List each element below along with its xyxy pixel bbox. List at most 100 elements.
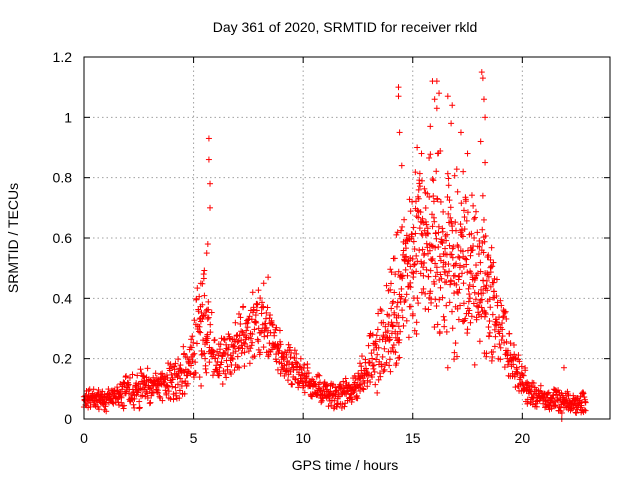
data-point: [239, 329, 246, 336]
data-point: [458, 200, 465, 207]
data-point: [579, 389, 586, 396]
data-point: [188, 336, 195, 343]
data-point: [486, 329, 493, 336]
data-point: [241, 363, 248, 370]
data-point: [478, 286, 485, 293]
data-point: [549, 395, 556, 402]
data-point: [514, 369, 521, 376]
data-point: [392, 349, 399, 356]
data-point: [490, 259, 497, 266]
data-point: [483, 353, 490, 360]
data-point: [285, 341, 292, 348]
data-point: [395, 339, 402, 346]
data-point: [159, 397, 166, 404]
data-point: [377, 373, 384, 380]
data-point: [468, 313, 475, 320]
data-point: [249, 354, 256, 361]
data-point: [140, 381, 147, 388]
data-point: [370, 365, 377, 372]
data-point: [489, 353, 496, 360]
y-tick-label: 0.2: [53, 351, 73, 367]
data-point: [581, 394, 588, 401]
data-point: [198, 382, 205, 389]
data-point: [330, 381, 337, 388]
x-tick-label: 15: [405, 430, 421, 446]
data-point: [136, 404, 143, 411]
data-point: [255, 287, 262, 294]
data-point: [291, 354, 298, 361]
data-point: [511, 373, 518, 380]
data-point: [372, 338, 379, 345]
data-point: [454, 188, 461, 195]
data-point: [442, 233, 449, 240]
data-point: [315, 371, 322, 378]
data-point: [121, 402, 128, 409]
data-point: [488, 244, 495, 251]
data-point: [428, 242, 435, 249]
data-point: [416, 170, 423, 177]
data-point: [395, 84, 402, 91]
data-point: [301, 389, 308, 396]
data-point: [468, 230, 475, 237]
data-point: [491, 326, 498, 333]
y-tick-label: 0.4: [53, 290, 73, 306]
data-point: [408, 231, 415, 238]
data-point: [459, 233, 466, 240]
data-point: [498, 302, 505, 309]
data-point: [507, 340, 514, 347]
data-point: [201, 292, 208, 299]
data-point: [378, 363, 385, 370]
data-point: [409, 310, 416, 317]
data-point: [429, 255, 436, 262]
data-point: [456, 254, 463, 261]
data-point: [286, 347, 293, 354]
data-point: [412, 169, 419, 176]
data-point: [277, 370, 284, 377]
data-point: [416, 247, 423, 254]
data-point: [231, 343, 238, 350]
data-point: [286, 359, 293, 366]
data-point: [499, 326, 506, 333]
data-point: [468, 270, 475, 277]
data-point: [443, 302, 450, 309]
y-tick-label: 1: [64, 109, 72, 125]
data-point: [173, 390, 180, 397]
data-point: [430, 198, 437, 205]
data-point: [480, 96, 487, 103]
data-point: [152, 370, 159, 377]
data-point: [399, 314, 406, 321]
data-point: [297, 355, 304, 362]
data-point: [486, 296, 493, 303]
data-point: [288, 349, 295, 356]
data-point: [238, 350, 245, 357]
data-point: [438, 238, 445, 245]
data-point: [269, 322, 276, 329]
data-point: [503, 315, 510, 322]
data-point: [249, 309, 256, 316]
data-point: [410, 224, 417, 231]
data-point: [155, 389, 162, 396]
grid: [84, 57, 610, 419]
data-point: [191, 350, 198, 357]
data-point: [481, 238, 488, 245]
data-point: [460, 207, 467, 214]
data-point: [119, 386, 126, 393]
data-point: [202, 312, 209, 319]
data-point: [446, 197, 453, 204]
data-point: [433, 105, 440, 112]
data-point: [412, 230, 419, 237]
data-point: [477, 138, 484, 145]
data-point: [391, 255, 398, 262]
data-point: [388, 330, 395, 337]
data-point: [496, 341, 503, 348]
data-point: [452, 340, 459, 347]
data-point: [395, 355, 402, 362]
data-point: [85, 387, 92, 394]
data-point: [192, 370, 199, 377]
data-point: [228, 355, 235, 362]
data-point: [264, 332, 271, 339]
data-point: [475, 251, 482, 258]
data-point: [211, 336, 218, 343]
data-point: [520, 381, 527, 388]
data-point: [489, 311, 496, 318]
